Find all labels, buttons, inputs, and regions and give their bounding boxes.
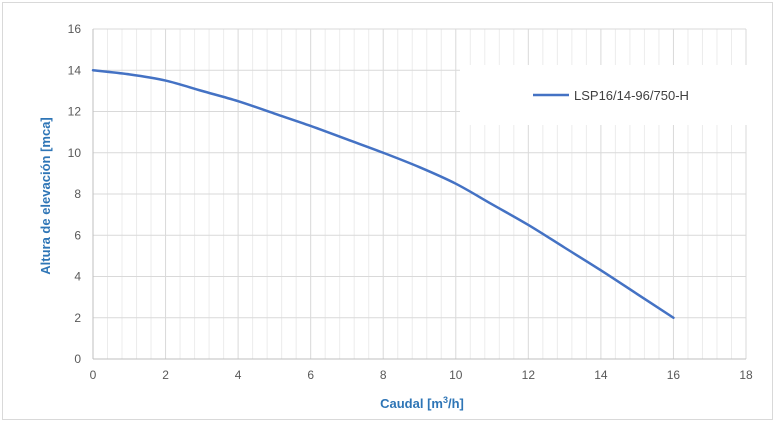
x-axis-title: Caudal [m3/h] — [380, 395, 464, 411]
x-tick-label: 4 — [235, 368, 242, 382]
legend-entry-label: LSP16/14-96/750-H — [574, 88, 689, 103]
x-tick-labels: 0 2 4 6 8 10 12 14 16 18 — [90, 368, 753, 382]
x-tick-label: 0 — [90, 368, 97, 382]
x-tick-label: 18 — [739, 368, 753, 382]
y-tick-label: 8 — [74, 187, 81, 201]
legend: LSP16/14-96/750-H — [460, 65, 756, 125]
x-tick-label: 14 — [594, 368, 608, 382]
y-tick-label: 0 — [74, 352, 81, 366]
x-tick-label: 2 — [162, 368, 169, 382]
y-tick-label: 14 — [68, 63, 82, 77]
y-tick-label: 12 — [68, 105, 82, 119]
x-tick-label: 6 — [307, 368, 314, 382]
legend-box — [460, 65, 756, 125]
y-tick-label: 4 — [74, 270, 81, 284]
series-layer — [91, 69, 675, 319]
axes — [92, 29, 746, 360]
y-tick-label: 2 — [74, 311, 81, 325]
x-tick-label: 16 — [667, 368, 681, 382]
major-gridlines — [93, 28, 747, 359]
y-tick-label: 10 — [68, 146, 82, 160]
y-tick-label: 16 — [68, 22, 82, 36]
x-tick-label: 10 — [449, 368, 463, 382]
x-tick-label: 12 — [522, 368, 536, 382]
series-line — [91, 69, 675, 319]
x-tick-label: 8 — [380, 368, 387, 382]
y-tick-label: 6 — [74, 228, 81, 242]
y-axis-title: Altura de elevación [mca] — [38, 117, 53, 275]
y-tick-labels: 0 2 4 6 8 10 12 14 16 — [68, 22, 82, 366]
pump-curve-chart: 0 2 4 6 8 10 12 14 16 18 0 2 4 6 8 10 12 14 16 Caudal [m3… — [38, 22, 756, 411]
